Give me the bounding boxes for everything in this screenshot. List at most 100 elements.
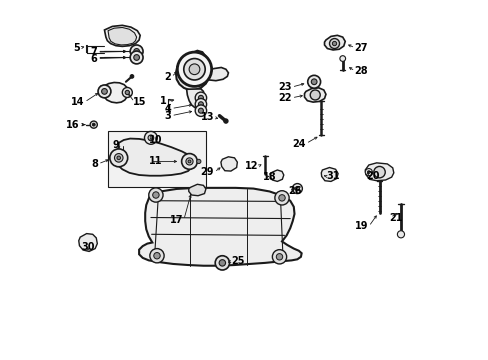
Circle shape bbox=[196, 159, 201, 163]
Polygon shape bbox=[101, 82, 128, 103]
Circle shape bbox=[144, 131, 157, 144]
Text: 20: 20 bbox=[365, 171, 379, 181]
Circle shape bbox=[149, 249, 164, 263]
Circle shape bbox=[148, 188, 163, 202]
Circle shape bbox=[114, 154, 123, 162]
Circle shape bbox=[339, 56, 345, 62]
Text: 29: 29 bbox=[200, 167, 214, 177]
Text: 6: 6 bbox=[90, 54, 97, 64]
Polygon shape bbox=[304, 88, 325, 102]
Text: 17: 17 bbox=[170, 215, 183, 225]
Circle shape bbox=[295, 186, 299, 191]
Text: 2: 2 bbox=[164, 72, 171, 82]
Circle shape bbox=[198, 108, 203, 113]
Text: 27: 27 bbox=[354, 43, 367, 53]
Circle shape bbox=[311, 79, 316, 85]
Circle shape bbox=[134, 49, 139, 54]
Circle shape bbox=[274, 191, 288, 205]
Circle shape bbox=[195, 105, 206, 116]
Polygon shape bbox=[139, 188, 301, 266]
Circle shape bbox=[397, 231, 404, 238]
Text: 30: 30 bbox=[81, 242, 95, 252]
Circle shape bbox=[181, 154, 197, 169]
Circle shape bbox=[373, 166, 385, 178]
Polygon shape bbox=[114, 139, 193, 176]
Circle shape bbox=[195, 92, 206, 104]
Circle shape bbox=[309, 90, 320, 100]
Polygon shape bbox=[221, 157, 237, 171]
Circle shape bbox=[177, 52, 211, 86]
Circle shape bbox=[125, 90, 129, 95]
Text: 18: 18 bbox=[263, 172, 276, 182]
Circle shape bbox=[148, 135, 153, 141]
Circle shape bbox=[183, 59, 205, 80]
Circle shape bbox=[130, 51, 143, 64]
Circle shape bbox=[198, 95, 203, 100]
Polygon shape bbox=[188, 184, 205, 196]
Circle shape bbox=[134, 55, 139, 60]
Text: 10: 10 bbox=[148, 135, 162, 145]
Circle shape bbox=[153, 252, 160, 259]
Text: 11: 11 bbox=[148, 157, 162, 166]
Circle shape bbox=[117, 156, 121, 159]
Text: 3: 3 bbox=[164, 111, 171, 121]
Circle shape bbox=[152, 192, 159, 198]
Text: 28: 28 bbox=[354, 66, 367, 76]
Circle shape bbox=[188, 160, 190, 163]
Bar bbox=[108, 131, 206, 187]
Circle shape bbox=[130, 75, 134, 78]
Text: 22: 22 bbox=[278, 93, 291, 103]
Circle shape bbox=[219, 260, 225, 266]
Polygon shape bbox=[207, 67, 228, 81]
Polygon shape bbox=[176, 51, 209, 90]
Text: 4: 4 bbox=[164, 104, 171, 113]
Circle shape bbox=[92, 123, 95, 126]
Text: 19: 19 bbox=[355, 221, 368, 231]
Circle shape bbox=[329, 39, 339, 49]
Polygon shape bbox=[365, 163, 393, 181]
Circle shape bbox=[198, 102, 203, 107]
Text: 26: 26 bbox=[287, 186, 301, 197]
Circle shape bbox=[278, 195, 285, 201]
Circle shape bbox=[102, 89, 107, 94]
Polygon shape bbox=[79, 234, 97, 251]
Text: 23: 23 bbox=[278, 82, 291, 92]
Circle shape bbox=[90, 121, 97, 128]
Polygon shape bbox=[270, 170, 283, 181]
Text: 9: 9 bbox=[112, 140, 119, 150]
Circle shape bbox=[366, 171, 369, 174]
Circle shape bbox=[332, 41, 336, 46]
Polygon shape bbox=[104, 25, 140, 46]
Circle shape bbox=[276, 253, 282, 260]
Circle shape bbox=[365, 168, 372, 176]
Circle shape bbox=[130, 45, 143, 58]
Circle shape bbox=[110, 149, 127, 167]
Text: 8: 8 bbox=[91, 159, 98, 169]
Circle shape bbox=[307, 75, 320, 88]
Polygon shape bbox=[108, 27, 136, 45]
Circle shape bbox=[185, 158, 193, 165]
Circle shape bbox=[292, 184, 302, 194]
Polygon shape bbox=[321, 167, 337, 181]
Polygon shape bbox=[324, 35, 345, 50]
Text: 24: 24 bbox=[292, 139, 305, 149]
Circle shape bbox=[272, 249, 286, 264]
Text: 15: 15 bbox=[133, 97, 146, 107]
Text: 14: 14 bbox=[71, 97, 84, 107]
Circle shape bbox=[215, 256, 229, 270]
Text: 7: 7 bbox=[90, 47, 97, 57]
Text: 16: 16 bbox=[66, 120, 80, 130]
Text: 13: 13 bbox=[200, 112, 214, 122]
Text: 31: 31 bbox=[326, 171, 340, 181]
Text: 21: 21 bbox=[388, 212, 402, 222]
Text: 1: 1 bbox=[160, 96, 166, 107]
Circle shape bbox=[195, 99, 206, 110]
Text: 12: 12 bbox=[244, 161, 258, 171]
Text: 5: 5 bbox=[73, 43, 80, 53]
Circle shape bbox=[189, 64, 200, 75]
Circle shape bbox=[98, 85, 111, 98]
Text: 25: 25 bbox=[230, 256, 244, 266]
Circle shape bbox=[224, 119, 227, 123]
Polygon shape bbox=[186, 89, 204, 109]
Circle shape bbox=[122, 87, 132, 98]
